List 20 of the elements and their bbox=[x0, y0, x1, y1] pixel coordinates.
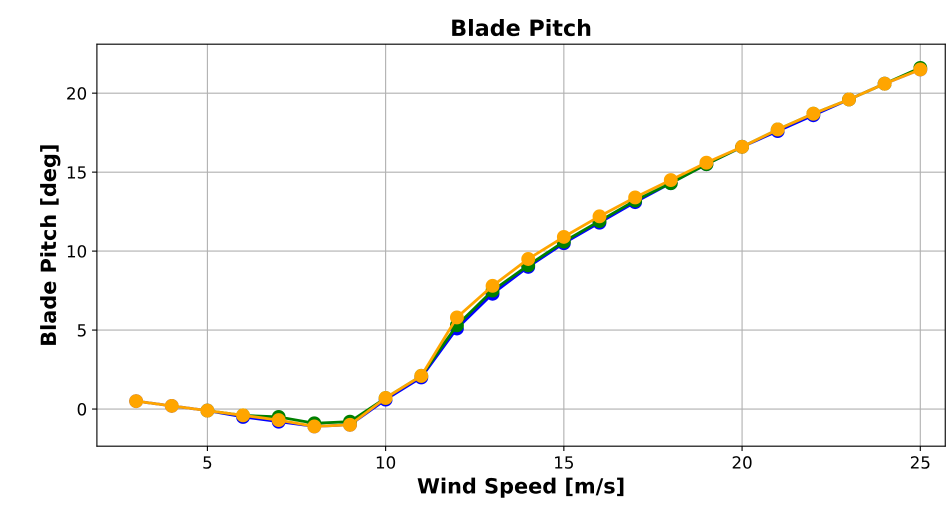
y-tick-label: 5 bbox=[78, 324, 86, 337]
chart-title: Blade Pitch bbox=[452, 18, 590, 36]
x-tick-label: 20 bbox=[732, 456, 752, 469]
x-axis-title: Wind Speed [m/s] bbox=[418, 478, 624, 498]
y-tick-label: 15 bbox=[68, 166, 86, 179]
point bbox=[486, 278, 500, 293]
y-axis-title: Blade Pitch [deg] bbox=[40, 145, 60, 345]
x-tick-label: 5 bbox=[203, 456, 212, 469]
point bbox=[628, 190, 642, 204]
x-tick-label: 25 bbox=[910, 456, 930, 469]
x-tick-label: 15 bbox=[555, 456, 573, 469]
point bbox=[664, 173, 678, 187]
point bbox=[556, 230, 571, 244]
point bbox=[592, 209, 606, 224]
y-tick-label: 10 bbox=[68, 245, 86, 258]
y-tick-label: 20 bbox=[67, 87, 86, 100]
point bbox=[521, 252, 536, 266]
y-tick-label: 0 bbox=[78, 403, 86, 416]
point bbox=[450, 310, 464, 324]
x-tick-label: 10 bbox=[376, 456, 396, 469]
